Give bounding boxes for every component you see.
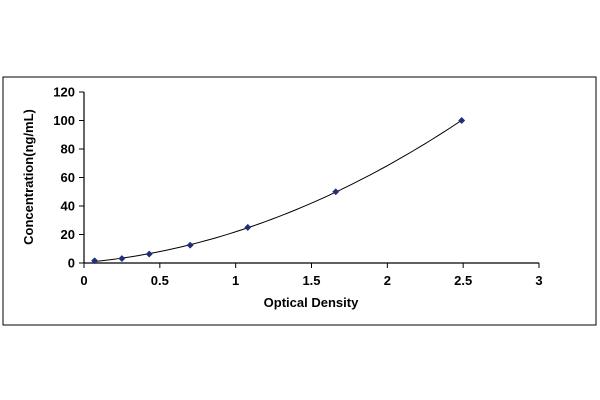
y-tick-label: 60	[61, 170, 75, 185]
data-point	[332, 188, 340, 196]
y-axis-title: Concentration(ng/mL)	[21, 109, 36, 245]
data-point	[186, 241, 194, 249]
y-tick-label: 120	[53, 85, 75, 100]
x-tick-label: 1.5	[302, 273, 320, 288]
data-point	[91, 257, 99, 265]
data-point	[244, 223, 252, 231]
x-axis-title: Optical Density	[264, 295, 359, 310]
chart-frame	[2, 76, 597, 326]
data-point	[118, 255, 126, 263]
y-tick-label: 20	[61, 227, 75, 242]
x-tick-label: 1	[232, 273, 239, 288]
y-tick-label: 100	[53, 113, 75, 128]
trend-curve	[94, 119, 462, 263]
y-tick-label: 0	[68, 256, 75, 271]
data-point	[458, 116, 466, 125]
y-tick-label: 40	[61, 199, 75, 214]
x-tick-label: 2.5	[454, 273, 472, 288]
x-tick-label: 2	[384, 273, 391, 288]
data-point	[145, 250, 153, 258]
x-tick-label: 3	[535, 273, 542, 288]
plot-area: 0 0.5 1 1.5 2 2.5 3 0 20 40 60 80 100 120	[53, 85, 542, 289]
x-tick-label: 0	[80, 273, 87, 288]
y-tick-label: 80	[61, 142, 75, 157]
x-tick-label: 0.5	[151, 273, 169, 288]
